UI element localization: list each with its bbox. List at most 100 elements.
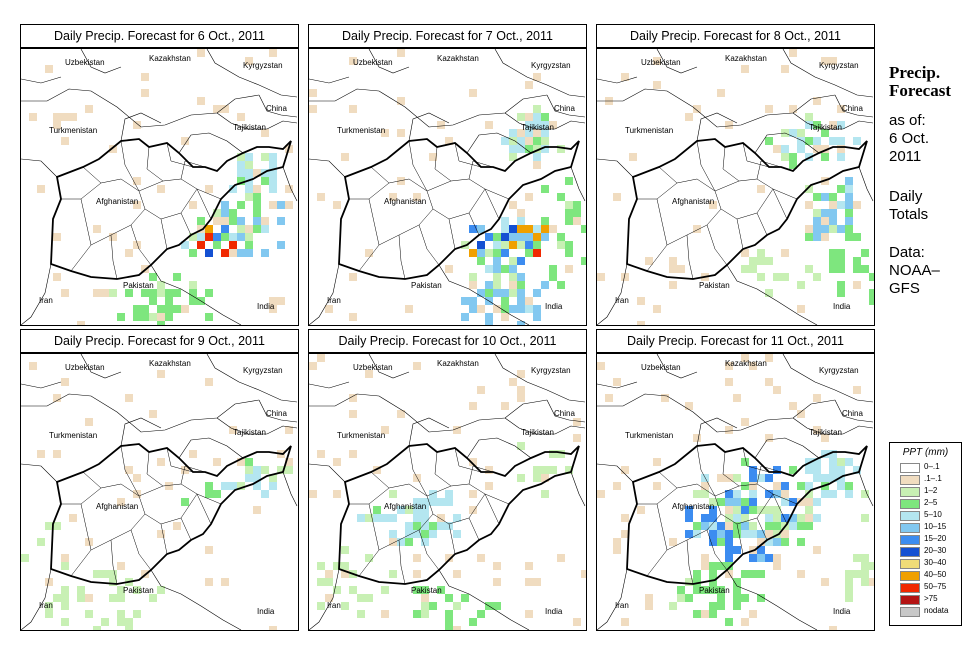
precip-cell bbox=[533, 474, 541, 482]
precip-cell bbox=[725, 570, 733, 578]
precip-cell bbox=[277, 201, 285, 209]
precip-cell bbox=[85, 610, 93, 618]
precip-cell bbox=[413, 514, 421, 522]
legend-swatch bbox=[900, 511, 920, 521]
precip-cell bbox=[101, 570, 109, 578]
precip-cell bbox=[93, 626, 101, 630]
country-label: Iran bbox=[327, 601, 341, 610]
precip-cell bbox=[389, 570, 397, 578]
precip-cell bbox=[509, 378, 517, 386]
precip-cell bbox=[781, 65, 789, 73]
country-border bbox=[368, 49, 410, 74]
precip-cell bbox=[829, 209, 837, 217]
precip-cell bbox=[677, 586, 685, 594]
country-label: Kyrgyzstan bbox=[531, 61, 571, 70]
precip-cell bbox=[413, 586, 421, 594]
precip-cell bbox=[741, 618, 749, 626]
precip-cell bbox=[717, 602, 725, 610]
precip-cell bbox=[269, 177, 277, 185]
precip-cell bbox=[853, 233, 861, 241]
province-border bbox=[686, 539, 694, 585]
province-border bbox=[426, 485, 452, 497]
precip-cell bbox=[797, 129, 805, 137]
precip-cell bbox=[413, 610, 421, 618]
precip-cell bbox=[485, 233, 493, 241]
precip-cell bbox=[93, 225, 101, 233]
precip-cell bbox=[613, 482, 621, 490]
country-border bbox=[597, 463, 634, 483]
precip-cell bbox=[517, 474, 525, 482]
province-border bbox=[454, 447, 482, 473]
precip-cell bbox=[349, 394, 357, 402]
country-label: Pakistan bbox=[123, 281, 154, 290]
precip-cell bbox=[317, 450, 325, 458]
precip-cell bbox=[245, 185, 253, 193]
precip-cell bbox=[181, 137, 189, 145]
precip-cell bbox=[685, 594, 693, 602]
precip-cell bbox=[373, 506, 381, 514]
province-border bbox=[646, 166, 722, 272]
precip-cell bbox=[533, 289, 541, 297]
legend-item: 1–2 bbox=[900, 486, 960, 498]
precip-cell bbox=[693, 530, 701, 538]
precip-cell bbox=[613, 193, 621, 201]
side-asof: as of: 6 Oct. 2011 bbox=[889, 112, 929, 166]
legend-swatch bbox=[900, 595, 920, 605]
precip-cell bbox=[829, 466, 837, 474]
precip-cell bbox=[621, 530, 629, 538]
precip-cell bbox=[669, 257, 677, 265]
precip-cell bbox=[525, 562, 533, 570]
precip-cells bbox=[597, 354, 874, 630]
precip-cell bbox=[509, 241, 517, 249]
precip-cell bbox=[421, 586, 429, 594]
precip-cell bbox=[429, 490, 437, 498]
precip-cell bbox=[621, 273, 629, 281]
precip-cell bbox=[333, 562, 341, 570]
precip-cell bbox=[517, 394, 525, 402]
precip-cell bbox=[269, 185, 277, 193]
precip-cell bbox=[837, 105, 845, 113]
precip-cell bbox=[517, 113, 525, 121]
precip-cell bbox=[829, 249, 837, 257]
legend-label: 30–40 bbox=[924, 558, 947, 567]
precip-cell bbox=[789, 498, 797, 506]
precip-cell bbox=[213, 458, 221, 466]
precip-cell bbox=[253, 466, 261, 474]
precip-cell bbox=[93, 289, 101, 297]
precip-cell bbox=[741, 354, 749, 362]
precip-cell bbox=[789, 105, 797, 113]
country-border bbox=[309, 463, 346, 483]
precip-cell bbox=[533, 161, 541, 169]
precip-cell bbox=[413, 570, 421, 578]
precip-cell bbox=[421, 514, 429, 522]
country-border bbox=[206, 354, 298, 403]
precip-cell bbox=[477, 305, 485, 313]
precip-cell bbox=[341, 546, 349, 554]
precip-cell bbox=[773, 273, 781, 281]
precip-cell bbox=[733, 602, 741, 610]
precip-cell bbox=[573, 618, 581, 626]
precip-cell bbox=[509, 137, 517, 145]
precip-cell bbox=[61, 378, 69, 386]
precip-map: Kazakhstan Uzbekistan Kyrgyzstan China Turkm… bbox=[20, 353, 299, 631]
precip-cell bbox=[741, 265, 749, 273]
precip-cell bbox=[869, 289, 874, 297]
precip-cell bbox=[725, 554, 733, 562]
precip-cell bbox=[389, 490, 397, 498]
precip-cell bbox=[117, 594, 125, 602]
precip-cell bbox=[469, 249, 477, 257]
precip-cell bbox=[445, 594, 453, 602]
country-border bbox=[282, 166, 298, 202]
province-border bbox=[714, 180, 740, 192]
precip-cell bbox=[805, 506, 813, 514]
precip-cell bbox=[413, 530, 421, 538]
precip-cell bbox=[829, 193, 837, 201]
precip-cell bbox=[221, 225, 229, 233]
precip-cell bbox=[253, 209, 261, 217]
precip-cell bbox=[845, 193, 853, 201]
precip-cell bbox=[493, 602, 501, 610]
precip-cell bbox=[821, 450, 829, 458]
precip-cell bbox=[733, 490, 741, 498]
precip-cell bbox=[229, 249, 237, 257]
country-border bbox=[656, 354, 698, 379]
